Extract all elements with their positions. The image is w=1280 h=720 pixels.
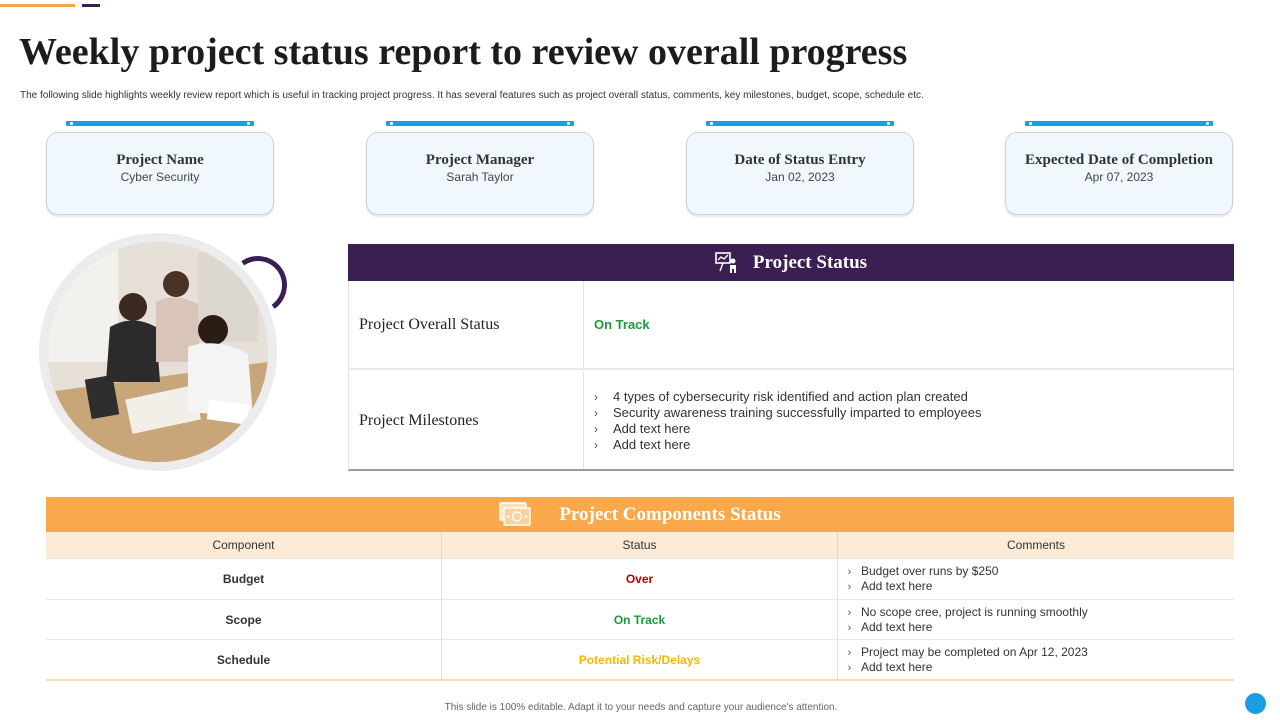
chevron-right-icon: › bbox=[847, 606, 852, 619]
card-label: Project Manager bbox=[425, 151, 535, 168]
component-status: Over bbox=[442, 559, 838, 599]
component-name: Schedule bbox=[46, 640, 442, 679]
component-status: On Track bbox=[442, 600, 838, 639]
chevron-right-icon: › bbox=[594, 405, 598, 420]
component-name: Budget bbox=[46, 559, 442, 599]
overall-status-label: Project Overall Status bbox=[349, 281, 584, 368]
comments-list: › No scope cree, project is running smoot… bbox=[838, 605, 1088, 635]
components-header: Project Components Status bbox=[46, 497, 1234, 532]
overall-status-row: Project Overall Status On Track bbox=[349, 281, 1233, 370]
info-card-project-manager: Project Manager Sarah Taylor bbox=[366, 121, 594, 215]
corner-dot bbox=[1245, 693, 1266, 714]
component-name: Scope bbox=[46, 600, 442, 639]
chevron-right-icon: › bbox=[847, 646, 852, 659]
card-label: Project Name bbox=[116, 151, 204, 168]
list-item: › No scope cree, project is running smoot… bbox=[838, 605, 1088, 620]
comments-list: › Project may be completed on Apr 12, 202… bbox=[838, 645, 1088, 675]
list-item: › Add text here bbox=[594, 437, 982, 453]
card-top-bar bbox=[386, 121, 574, 126]
card-top-bar bbox=[706, 121, 894, 126]
list-item: › Project may be completed on Apr 12, 202… bbox=[838, 645, 1088, 660]
project-status-header: Project Status bbox=[348, 244, 1234, 281]
column-header-comments: Comments bbox=[1006, 538, 1065, 552]
card-top-bar bbox=[1025, 121, 1213, 126]
info-card-project-name: Project Name Cyber Security bbox=[46, 121, 274, 215]
table-header-row: Component Status Comments bbox=[46, 532, 1234, 558]
milestone-text: Security awareness training successfully… bbox=[613, 404, 982, 420]
table-row: Schedule Potential Risk/Delays › Project … bbox=[46, 639, 1234, 679]
comment-text: Budget over runs by $250 bbox=[861, 564, 999, 578]
chevron-right-icon: › bbox=[847, 661, 852, 674]
components-title: Project Components Status bbox=[559, 503, 781, 525]
chevron-right-icon: › bbox=[594, 421, 598, 436]
card-box: Expected Date of Completion Apr 07, 2023 bbox=[1005, 132, 1233, 215]
milestone-text: Add text here bbox=[613, 420, 691, 436]
chevron-right-icon: › bbox=[847, 621, 852, 634]
comment-text: Project may be completed on Apr 12, 2023 bbox=[861, 644, 1088, 659]
footer-note: This slide is 100% editable. Adapt it to… bbox=[444, 702, 838, 713]
info-card-completion-date: Expected Date of Completion Apr 07, 2023 bbox=[1005, 121, 1233, 215]
card-value: Apr 07, 2023 bbox=[1084, 169, 1154, 184]
page-subtitle: The following slide highlights weekly re… bbox=[20, 90, 924, 101]
table-row: Budget Over › Budget over runs by $250 › A… bbox=[46, 558, 1234, 599]
component-status: Potential Risk/Delays bbox=[442, 640, 838, 679]
overall-status-value: On Track bbox=[594, 317, 650, 332]
column-header-component: Component bbox=[46, 532, 442, 558]
presentation-icon bbox=[715, 251, 739, 275]
info-card-status-entry-date: Date of Status Entry Jan 02, 2023 bbox=[686, 121, 914, 215]
chevron-right-icon: › bbox=[594, 389, 598, 404]
project-status-title: Project Status bbox=[752, 251, 868, 273]
card-box: Project Manager Sarah Taylor bbox=[366, 132, 594, 215]
comment-text: Add text here bbox=[861, 659, 933, 674]
overall-status-cell: On Track bbox=[584, 281, 1233, 368]
milestones-list: › 4 types of cybersecurity risk identifie… bbox=[594, 389, 982, 453]
list-item: › Add text here bbox=[838, 620, 1088, 635]
comment-text: No scope cree, project is running smooth… bbox=[861, 604, 1088, 619]
card-label: Date of Status Entry bbox=[734, 151, 866, 168]
chevron-right-icon: › bbox=[847, 566, 852, 578]
milestones-row: Project Milestones › 4 types of cybersecu… bbox=[349, 372, 1233, 469]
list-item: › 4 types of cybersecurity risk identifie… bbox=[594, 389, 982, 405]
list-item: › Security awareness training successfull… bbox=[594, 405, 982, 421]
card-box: Project Name Cyber Security bbox=[46, 132, 274, 215]
card-value: Sarah Taylor bbox=[446, 169, 514, 184]
money-icon bbox=[499, 501, 532, 528]
chevron-right-icon: › bbox=[847, 581, 852, 593]
list-item: › Add text here bbox=[838, 660, 1088, 675]
milestone-text: 4 types of cybersecurity risk identified… bbox=[613, 388, 968, 404]
list-item: › Add text here bbox=[838, 579, 998, 594]
milestones-cell: › 4 types of cybersecurity risk identifie… bbox=[584, 372, 1233, 469]
column-header-status: Status bbox=[442, 532, 838, 558]
comments-list: › Budget over runs by $250 › Add text here bbox=[838, 564, 999, 594]
project-status-table: Project Overall Status On Track Project … bbox=[348, 281, 1234, 471]
team-photo bbox=[48, 242, 268, 462]
component-comments: › No scope cree, project is running smoot… bbox=[838, 600, 1234, 639]
card-value: Jan 02, 2023 bbox=[765, 169, 835, 184]
milestone-text: Add text here bbox=[613, 436, 691, 452]
comment-text: Add text here bbox=[861, 579, 933, 593]
card-value: Cyber Security bbox=[120, 169, 200, 184]
component-comments: › Project may be completed on Apr 12, 202… bbox=[838, 640, 1234, 679]
card-top-bar bbox=[66, 121, 254, 126]
list-item: › Budget over runs by $250 bbox=[838, 564, 999, 579]
card-box: Date of Status Entry Jan 02, 2023 bbox=[686, 132, 914, 215]
top-accent-purple bbox=[82, 4, 100, 7]
card-label: Expected Date of Completion bbox=[1025, 151, 1213, 168]
comment-text: Add text here bbox=[861, 619, 933, 634]
component-comments: › Budget over runs by $250 › Add text here bbox=[838, 559, 1234, 599]
milestones-label: Project Milestones bbox=[349, 372, 584, 469]
page-title: Weekly project status report to review o… bbox=[19, 31, 908, 73]
list-item: › Add text here bbox=[594, 421, 982, 437]
top-accent-orange bbox=[0, 4, 75, 7]
table-row: Scope On Track › No scope cree, project i… bbox=[46, 599, 1234, 639]
components-table: Component Status Comments Budget Over › B… bbox=[46, 532, 1234, 681]
chevron-right-icon: › bbox=[594, 437, 598, 452]
